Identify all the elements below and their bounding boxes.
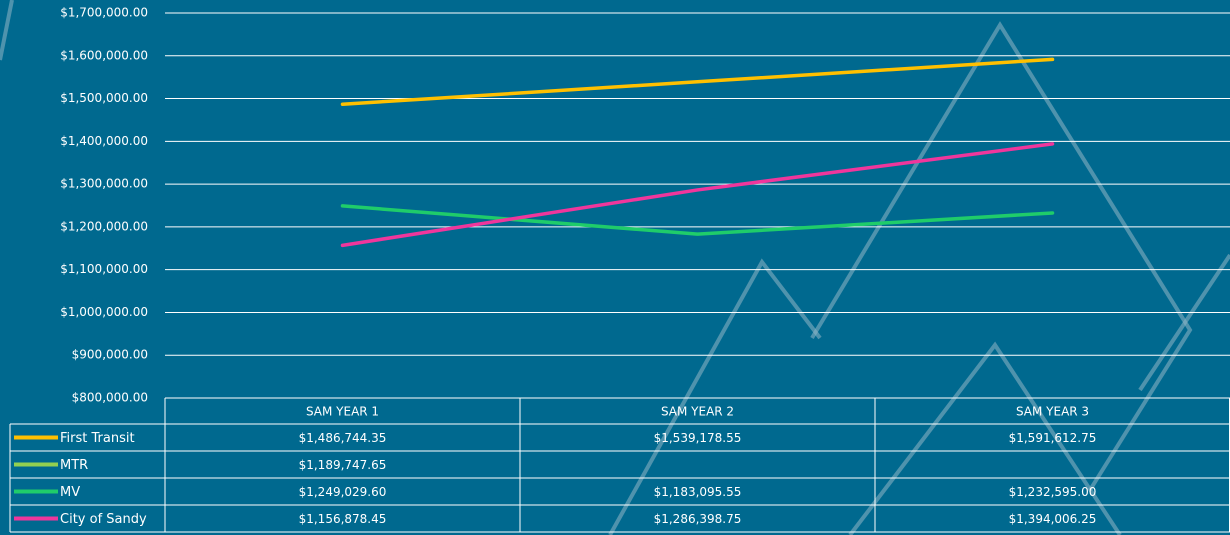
table-value: $1,189,747.65 [299, 458, 387, 472]
y-tick-label: $1,400,000.00 [60, 134, 148, 148]
y-tick-label: $1,500,000.00 [60, 91, 148, 105]
y-tick-label: $900,000.00 [72, 348, 148, 362]
table-value: $1,232,595.00 [1009, 485, 1097, 499]
legend-label: MV [60, 485, 80, 500]
table-value: $1,591,612.75 [1009, 431, 1097, 445]
legend-label: City of Sandy [60, 512, 147, 527]
y-tick-label: $800,000.00 [72, 391, 148, 405]
legend-label: First Transit [60, 431, 135, 446]
y-tick-label: $1,000,000.00 [60, 305, 148, 319]
table-value: $1,156,878.45 [299, 512, 387, 526]
y-tick-label: $1,200,000.00 [60, 219, 148, 233]
table-value: $1,249,029.60 [299, 485, 387, 499]
category-header: SAM YEAR 2 [661, 405, 734, 419]
category-header: SAM YEAR 3 [1016, 405, 1089, 419]
series-line [340, 142, 1055, 248]
y-tick-label: $1,100,000.00 [60, 262, 148, 276]
table-value: $1,286,398.75 [654, 512, 742, 526]
category-header: SAM YEAR 1 [306, 405, 379, 419]
table-value: $1,486,744.35 [299, 431, 387, 445]
table-value: $1,183,095.55 [654, 485, 742, 499]
y-tick-label: $1,300,000.00 [60, 177, 148, 191]
table-value: $1,539,178.55 [654, 431, 742, 445]
y-tick-label: $1,600,000.00 [60, 48, 148, 62]
y-tick-label: $1,700,000.00 [60, 6, 148, 20]
series-line [340, 57, 1055, 106]
legend-label: MTR [60, 458, 88, 473]
series-line [340, 204, 1055, 236]
table-value: $1,394,006.25 [1009, 512, 1097, 526]
